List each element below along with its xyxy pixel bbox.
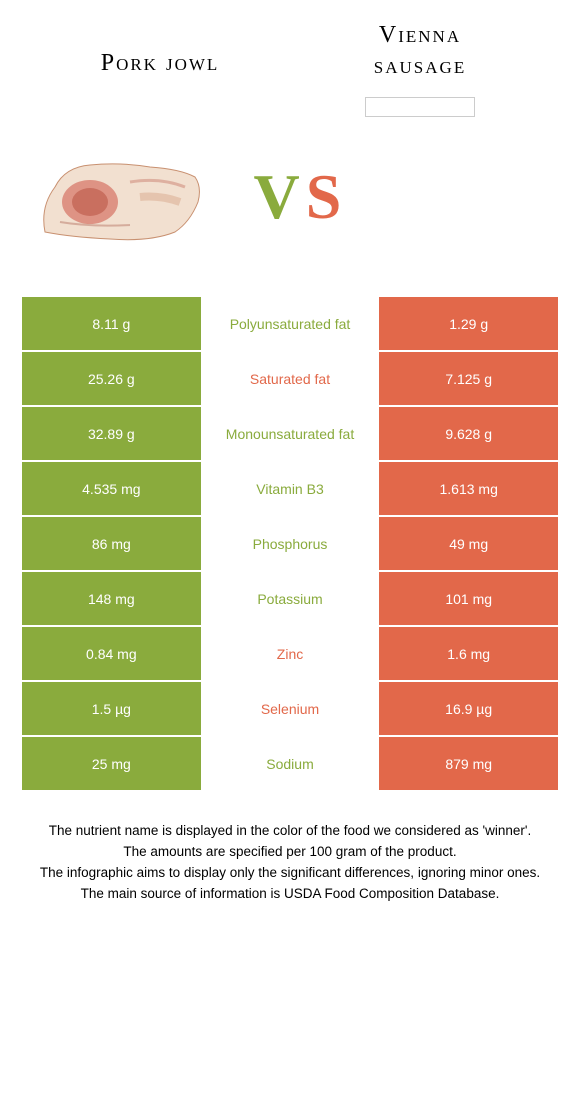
left-value: 0.84 mg (22, 627, 201, 680)
table-row: 4.535 mgVitamin B31.613 mg (22, 462, 558, 515)
vs-s: S (306, 161, 348, 232)
right-value: 879 mg (379, 737, 558, 790)
table-row: 25 mgSodium879 mg (22, 737, 558, 790)
comparison-table: 8.11 gPolyunsaturated fat1.29 g25.26 gSa… (0, 297, 580, 790)
title-right: Vienna sausage (290, 20, 550, 117)
left-value: 4.535 mg (22, 462, 201, 515)
footer-line2: The amounts are specified per 100 gram o… (20, 843, 560, 862)
footer-line4: The main source of information is USDA F… (20, 885, 560, 904)
image-placeholder (365, 97, 475, 117)
table-row: 8.11 gPolyunsaturated fat1.29 g (22, 297, 558, 350)
table-row: 148 mgPotassium101 mg (22, 572, 558, 625)
table-row: 1.5 µgSelenium16.9 µg (22, 682, 558, 735)
nutrient-label: Selenium (201, 682, 380, 735)
left-value: 86 mg (22, 517, 201, 570)
right-value: 101 mg (379, 572, 558, 625)
right-value: 1.29 g (379, 297, 558, 350)
nutrient-label: Sodium (201, 737, 380, 790)
footer-notes: The nutrient name is displayed in the co… (0, 792, 580, 904)
right-value: 1.613 mg (379, 462, 558, 515)
nutrient-label: Monounsaturated fat (201, 407, 380, 460)
pork-jowl-image (30, 137, 210, 257)
footer-line1: The nutrient name is displayed in the co… (20, 822, 560, 841)
title-left: Pork jowl (30, 20, 290, 77)
nutrient-label: Zinc (201, 627, 380, 680)
nutrient-label: Vitamin B3 (201, 462, 380, 515)
nutrient-label: Potassium (201, 572, 380, 625)
left-value: 25 mg (22, 737, 201, 790)
right-value: 1.6 mg (379, 627, 558, 680)
right-value: 16.9 µg (379, 682, 558, 735)
title-right-line2: sausage (290, 51, 550, 82)
right-value: 9.628 g (379, 407, 558, 460)
right-value: 49 mg (379, 517, 558, 570)
vs-v: V (254, 161, 306, 232)
title-right-line1: Vienna (290, 20, 550, 51)
footer-line3: The infographic aims to display only the… (20, 864, 560, 883)
nutrient-label: Polyunsaturated fat (201, 297, 380, 350)
table-row: 32.89 gMonounsaturated fat9.628 g (22, 407, 558, 460)
table-row: 25.26 gSaturated fat7.125 g (22, 352, 558, 405)
left-value: 8.11 g (22, 297, 201, 350)
nutrient-label: Phosphorus (201, 517, 380, 570)
right-value: 7.125 g (379, 352, 558, 405)
left-value: 32.89 g (22, 407, 201, 460)
left-value: 25.26 g (22, 352, 201, 405)
table-row: 0.84 mgZinc1.6 mg (22, 627, 558, 680)
left-value: 148 mg (22, 572, 201, 625)
nutrient-label: Saturated fat (201, 352, 380, 405)
vs-label: VS (220, 160, 371, 234)
left-value: 1.5 µg (22, 682, 201, 735)
table-row: 86 mgPhosphorus49 mg (22, 517, 558, 570)
